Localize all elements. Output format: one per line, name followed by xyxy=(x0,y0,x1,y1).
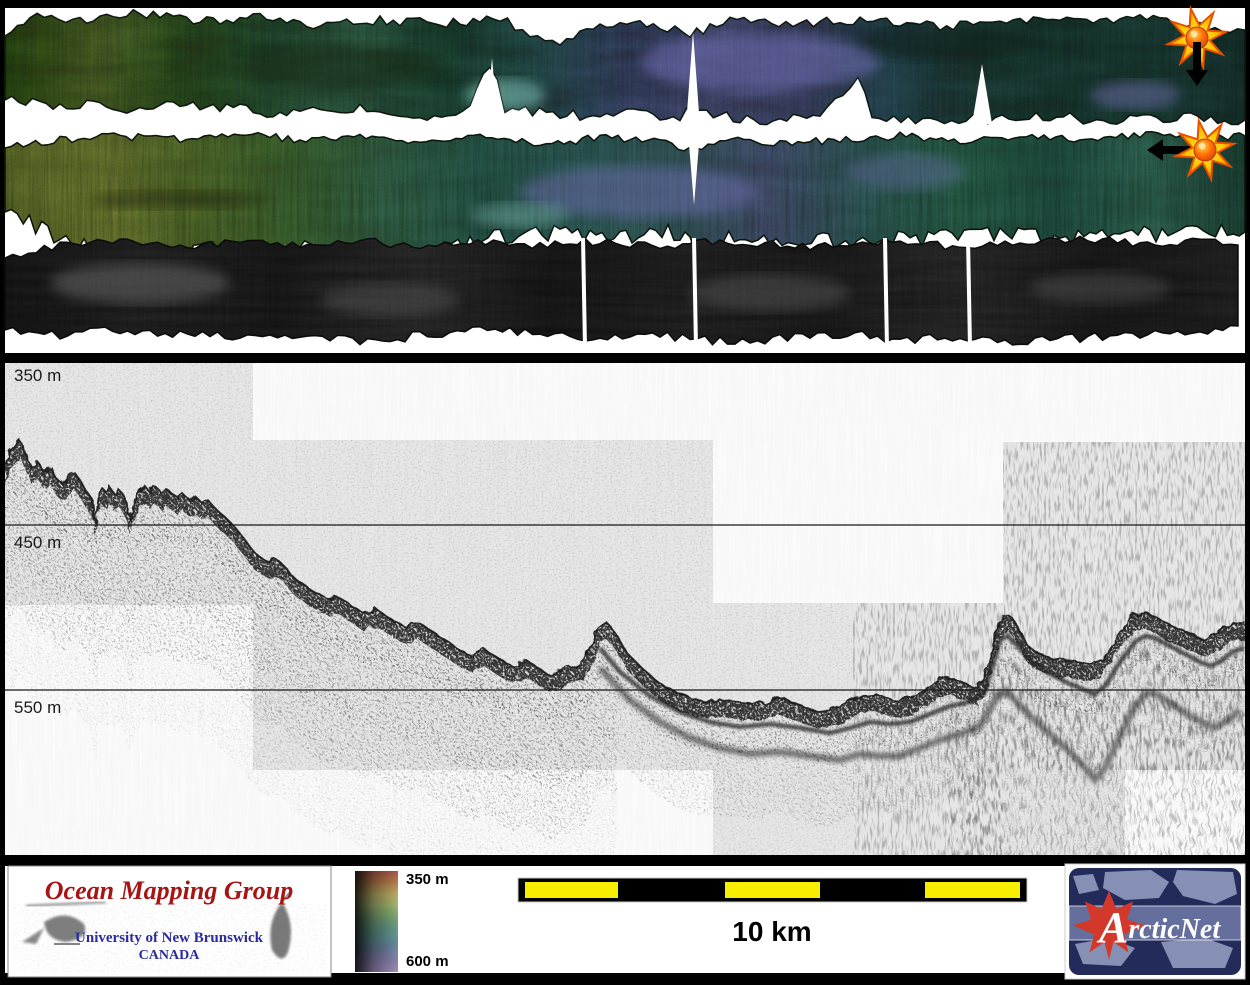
backscatter-strip xyxy=(4,235,1239,348)
depth-labels: 350 m 450 m 550 m xyxy=(14,366,61,717)
sun-arrow-down-icon xyxy=(1160,1,1234,86)
ship-icon xyxy=(270,891,291,959)
swath-gap xyxy=(686,32,700,126)
bathymetry-strip-2 xyxy=(4,130,1246,259)
colorbar-top-label: 350 m xyxy=(406,871,449,888)
swath-gap xyxy=(692,238,698,348)
swath-gap xyxy=(966,238,972,348)
swath-gaps xyxy=(581,238,972,348)
seafloor-surface-line xyxy=(5,438,1245,713)
omg-title: Ocean Mapping Group xyxy=(45,876,293,905)
sun-arrow-left-icon xyxy=(1147,113,1242,187)
depth-colorbar: 350 m 600 m xyxy=(355,871,449,972)
depth-label-350: 350 m xyxy=(14,366,61,385)
maple-leaf-icon xyxy=(1073,891,1145,960)
scalebar-segments xyxy=(525,882,1020,898)
omg-university: University of New Brunswick xyxy=(75,930,264,946)
swath-gap xyxy=(581,238,587,348)
subbottom-reflector xyxy=(598,633,1245,736)
scalebar-segment xyxy=(925,882,1020,898)
scalebar-segment xyxy=(525,882,618,898)
scale-bar: 10 km xyxy=(517,877,1028,947)
swath-gap xyxy=(486,58,498,124)
omg-country: CANADA xyxy=(139,948,201,963)
sonar-strips xyxy=(4,1,1246,348)
subbottom-reflector xyxy=(597,665,1243,786)
panel-divider xyxy=(0,353,1250,363)
helicopter-icon xyxy=(22,900,107,945)
colorbar-bottom-label: 600 m xyxy=(406,953,449,970)
bathymetry-strip-1 xyxy=(4,8,1246,126)
omg-logo: Ocean Mapping Group University of New Br… xyxy=(7,865,332,978)
swath-gap xyxy=(972,64,992,124)
footer: Ocean Mapping Group University of New Br… xyxy=(7,863,1246,980)
swath-gap xyxy=(883,238,889,348)
arcticnet-logo: ArcticNet xyxy=(1064,863,1246,980)
scalebar-label: 10 km xyxy=(732,916,811,947)
depth-label-550: 550 m xyxy=(14,698,61,717)
seismic-panel xyxy=(5,363,1245,855)
scalebar-segment xyxy=(725,882,820,898)
arcticnet-wordmark: ArcticNet xyxy=(1096,903,1221,952)
swath-gap xyxy=(688,132,700,205)
depth-label-450: 450 m xyxy=(14,533,61,552)
